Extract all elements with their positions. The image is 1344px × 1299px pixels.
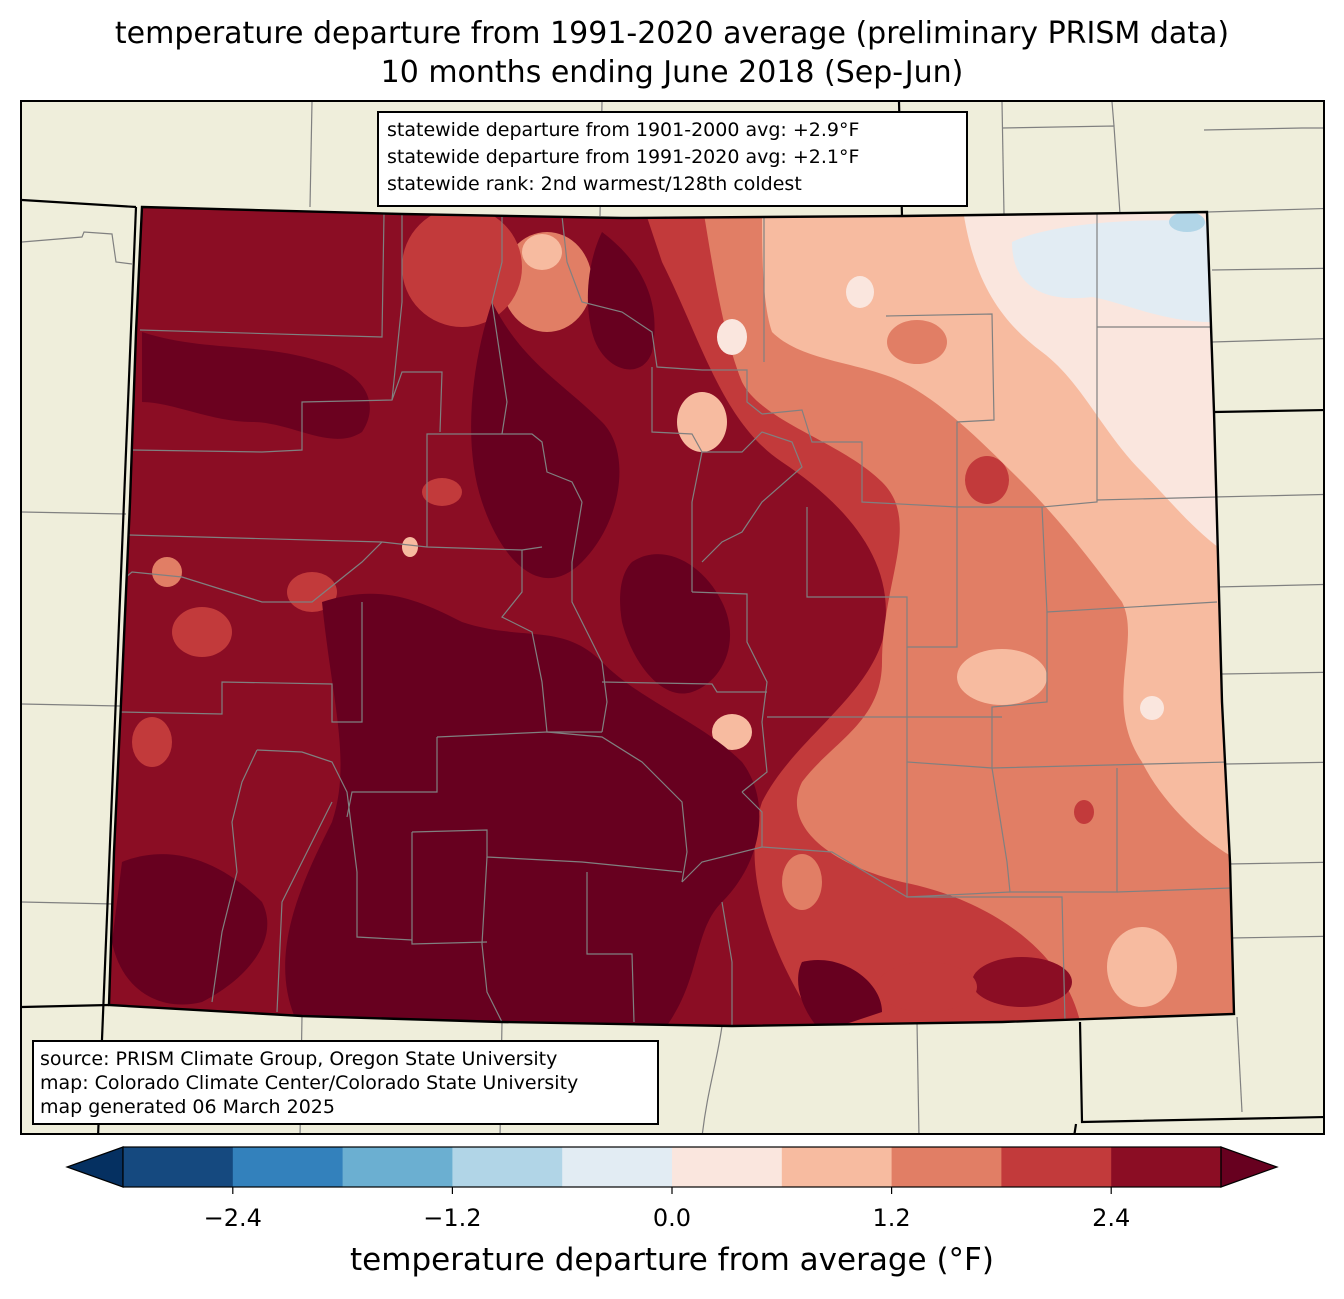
stats-departure-1901-2000: statewide departure from 1901-2000 avg: … <box>387 119 860 141</box>
colorbar-segment <box>1111 1147 1222 1187</box>
colorado-state-border <box>107 205 1236 1028</box>
colorbar-label: temperature departure from average (°F) <box>350 1242 994 1278</box>
stats-rank: statewide rank: 2nd warmest/128th coldes… <box>387 173 802 195</box>
credit-map: map: Colorado Climate Center/Colorado St… <box>40 1072 579 1094</box>
colorbar-segment <box>562 1147 673 1187</box>
colorbar-tick-label: −1.2 <box>423 1204 482 1232</box>
colorbar-segment <box>891 1147 1002 1187</box>
colorbar-ticks <box>232 1187 1112 1194</box>
colorbar-over-arrow <box>1220 1146 1279 1188</box>
colorbar-tick-label: 1.2 <box>872 1204 911 1232</box>
credit-generated: map generated 06 March 2025 <box>40 1096 335 1118</box>
credits-box: source: PRISM Climate Group, Oregon Stat… <box>32 1040 659 1125</box>
colorbar-segment <box>232 1147 344 1187</box>
credit-source: source: PRISM Climate Group, Oregon Stat… <box>40 1048 558 1070</box>
map-title-line-1: temperature departure from 1991-2020 ave… <box>114 16 1230 51</box>
county-lines-colorado <box>119 213 1233 1026</box>
temperature-field <box>109 207 1234 1026</box>
colorbar-segment <box>342 1147 453 1187</box>
colorbar-tick-label: 2.4 <box>1092 1204 1131 1232</box>
colorbar-segment <box>672 1147 783 1187</box>
map-title-line-2: 10 months ending June 2018 (Sep-Jun) <box>380 55 964 90</box>
colorbar-segment <box>452 1147 563 1187</box>
stats-departure-1991-2020: statewide departure from 1991-2020 avg: … <box>387 146 860 168</box>
colorbar-under-arrow <box>65 1146 124 1188</box>
colorbar-segment <box>1001 1147 1112 1187</box>
colorbar-segment <box>123 1147 234 1187</box>
map-frame <box>20 100 1325 1135</box>
county-lines-neighbors <box>22 102 1323 1133</box>
statewide-stats-box: statewide departure from 1901-2000 avg: … <box>377 111 968 207</box>
colorbar-tick-label: 0.0 <box>652 1204 692 1232</box>
colorbar <box>65 1146 1279 1194</box>
colorado-map <box>22 102 1323 1133</box>
colorbar-segment <box>781 1147 893 1187</box>
colorbar-segments <box>123 1147 1222 1187</box>
colorbar-tick-label: −2.4 <box>203 1204 262 1232</box>
